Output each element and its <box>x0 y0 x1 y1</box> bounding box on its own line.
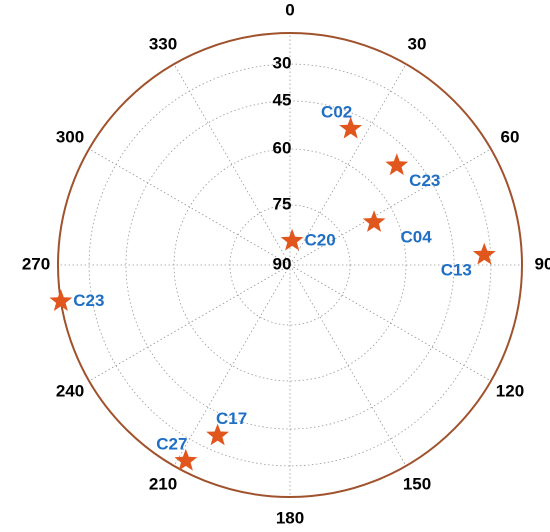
r-tick-label: 90 <box>273 254 292 273</box>
outer-rim <box>57 32 523 498</box>
r-tick-label: 75 <box>273 194 292 213</box>
theta-tick-label: 330 <box>149 35 177 54</box>
satellite-label: C20 <box>305 230 336 249</box>
theta-tick-label: 150 <box>403 474 431 493</box>
satellite-star <box>280 228 304 251</box>
grid-line <box>289 148 492 266</box>
theta-tick-label: 30 <box>408 35 427 54</box>
satellite-star <box>362 210 386 232</box>
satellite-label: C04 <box>400 228 432 247</box>
theta-tick-label: 210 <box>149 474 177 493</box>
grid-ring <box>88 63 492 467</box>
satellite-label: C17 <box>216 409 247 428</box>
satellite-star <box>472 242 496 265</box>
grid-ring <box>173 148 407 382</box>
grid-line <box>88 264 291 382</box>
theta-tick-label: 0 <box>285 0 294 19</box>
satellite-star <box>206 423 229 446</box>
satellite-star <box>385 153 409 176</box>
r-tick-label: 60 <box>273 138 292 157</box>
satellite-label: C23 <box>409 171 440 190</box>
satellite-star <box>174 448 198 471</box>
r-tick-label: 30 <box>273 54 292 73</box>
satellite-label: C23 <box>73 291 104 310</box>
theta-tick-label: 60 <box>501 127 520 146</box>
satellite-label: C02 <box>321 102 352 121</box>
theta-tick-label: 120 <box>496 381 524 400</box>
satellite-star <box>49 289 73 311</box>
grid-ring <box>229 204 351 326</box>
satellite-label: C13 <box>441 260 472 279</box>
r-tick-label: 45 <box>273 90 292 109</box>
theta-tick-label: 90 <box>535 254 550 273</box>
satellite-star <box>339 116 363 139</box>
theta-tick-label: 300 <box>56 127 84 146</box>
satellite-label: C27 <box>156 434 187 453</box>
theta-tick-label: 180 <box>276 508 304 527</box>
theta-tick-label: 270 <box>22 254 50 273</box>
grid-line <box>173 264 291 467</box>
theta-tick-label: 240 <box>56 381 84 400</box>
grid-line <box>289 63 407 266</box>
grid-ring <box>125 100 455 430</box>
